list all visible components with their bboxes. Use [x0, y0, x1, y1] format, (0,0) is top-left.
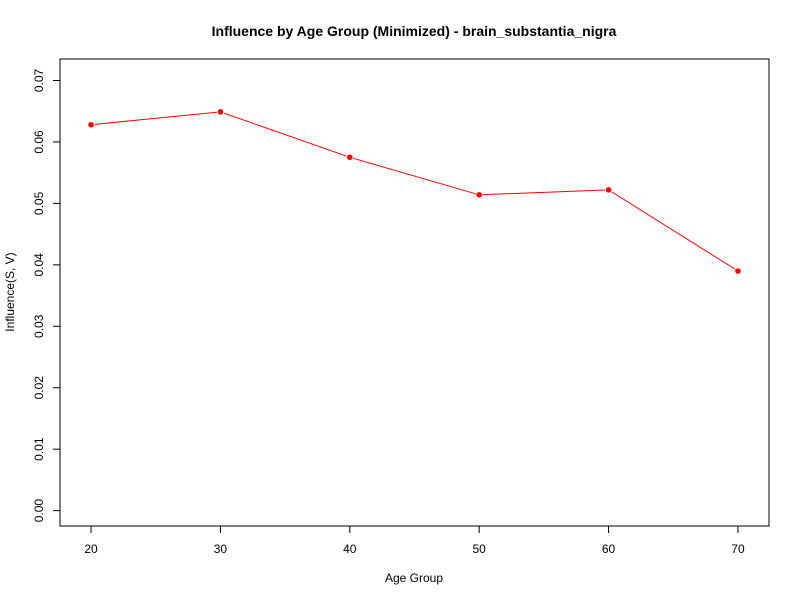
- y-tick-label: 0.07: [32, 69, 46, 93]
- chart-title: Influence by Age Group (Minimized) - bra…: [212, 23, 617, 39]
- y-tick-label: 0.04: [32, 253, 46, 277]
- y-tick-label: 0.00: [32, 499, 46, 523]
- y-tick-label: 0.02: [32, 376, 46, 400]
- y-tick-label: 0.03: [32, 314, 46, 338]
- data-point: [734, 267, 742, 275]
- x-tick-label: 20: [84, 542, 98, 556]
- y-axis-label: Influence(S, V): [3, 252, 17, 331]
- x-tick-label: 70: [731, 542, 745, 556]
- x-tick-label: 50: [473, 542, 487, 556]
- data-point: [346, 153, 354, 161]
- x-tick-label: 30: [214, 542, 228, 556]
- y-tick-label: 0.01: [32, 437, 46, 461]
- series-line: [91, 111, 739, 272]
- data-point: [216, 108, 225, 116]
- x-tick-label: 40: [343, 542, 357, 556]
- data-point: [604, 186, 613, 194]
- y-tick-label: 0.05: [32, 191, 46, 215]
- x-axis: 20 30 40 50 60 70: [84, 525, 745, 556]
- y-axis: 0.00 0.01 0.02 0.03 0.04 0.05 0.06 0.07: [32, 69, 61, 523]
- series-group: [87, 108, 742, 275]
- data-point: [87, 121, 95, 129]
- y-tick-label: 0.06: [32, 130, 46, 154]
- x-axis-label: Age Group: [385, 571, 443, 585]
- data-point: [475, 191, 483, 199]
- x-tick-label: 60: [602, 542, 616, 556]
